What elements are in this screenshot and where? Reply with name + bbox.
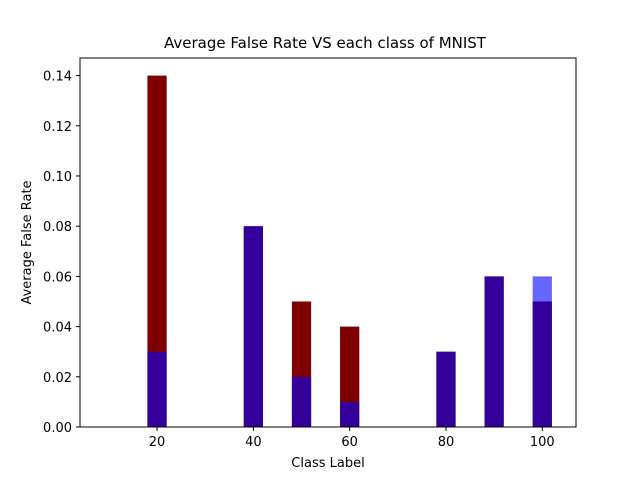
x-tick-label: 100 <box>530 435 555 450</box>
y-tick-label: 0.04 <box>43 321 72 336</box>
bar-series-2-class-20 <box>147 351 167 427</box>
x-tick-label: 80 <box>438 435 455 450</box>
bars-group <box>147 75 552 428</box>
y-tick-label: 0.02 <box>43 371 72 386</box>
bar-series-2-class-60 <box>340 401 360 427</box>
plot-frame <box>79 57 577 428</box>
x-tick-label: 60 <box>341 435 358 450</box>
y-tick-label: 0.10 <box>43 170 72 185</box>
chart-title: Average False Rate VS each class of MNIS… <box>164 34 487 52</box>
x-axis: 20 40 60 80 100 <box>149 427 555 450</box>
y-tick-label: 0.00 <box>43 421 72 436</box>
y-tick-label: 0.12 <box>43 120 72 135</box>
y-axis: 0.00 0.02 0.04 0.06 0.08 0.10 0.12 0.14 <box>43 70 80 436</box>
bar-series-2-class-50 <box>291 376 312 427</box>
y-tick-label: 0.06 <box>43 270 72 285</box>
x-tick-label: 40 <box>245 435 262 450</box>
bar-series-1-class-20 <box>147 75 167 428</box>
bar-series-2-class-100 <box>532 276 552 427</box>
bar-series-2-class-90 <box>484 276 504 427</box>
bar-series-2-class-40 <box>243 226 263 427</box>
bar-series-2-class-80 <box>436 351 456 427</box>
y-axis-label: Average False Rate <box>20 180 35 304</box>
y-tick-label: 0.08 <box>43 220 72 235</box>
x-tick-label: 20 <box>149 435 166 450</box>
x-axis-label: Class Label <box>291 456 364 471</box>
y-tick-label: 0.14 <box>43 70 72 85</box>
